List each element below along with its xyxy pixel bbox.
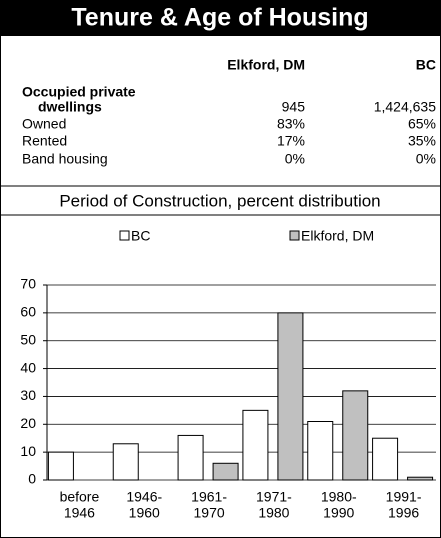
cell: 17% [277,133,305,149]
x-tick-label: 1990 [323,505,354,521]
chart-title: Period of Construction, percent distribu… [59,191,380,210]
column-header: Elkford, DM [227,57,305,73]
bar [277,312,304,481]
x-tick-label: 1971- [256,489,292,505]
cell: 0% [285,151,305,167]
bar [372,437,399,481]
y-tick-label: 20 [20,415,36,431]
x-tick-label: 1980 [258,505,289,521]
x-tick-label: 1946- [126,489,162,505]
bar [242,409,269,481]
cell: 945 [282,99,306,115]
bar [177,434,204,481]
x-tick-label: 1946 [64,505,95,521]
x-tick-label: 1996 [388,505,419,521]
cell: 65% [408,116,436,132]
legend-label: Elkford, DM [301,228,374,244]
row-label: Owned [22,116,66,132]
bar [112,443,139,481]
bar [342,390,369,481]
row-label: Band housing [22,151,108,167]
x-tick-label: 1961- [191,489,227,505]
row-label: dwellings [38,99,102,115]
legend-label: BC [131,228,150,244]
cell: 0% [416,151,436,167]
legend-swatch [289,230,300,241]
column-header: BC [416,57,436,73]
bar [212,462,239,481]
legend-swatch [119,230,130,241]
x-tick-label: before [60,489,100,505]
x-tick-label: 1980- [321,489,357,505]
y-tick-label: 0 [28,471,36,487]
bar [307,421,334,481]
y-tick-label: 40 [20,359,36,375]
y-tick-label: 30 [20,387,36,403]
y-tick-label: 60 [20,304,36,320]
x-tick-label: 1970 [194,505,225,521]
x-tick-label: 1960 [129,505,160,521]
cell: 35% [408,133,436,149]
row-label: Occupied private [22,84,136,100]
x-tick-label: 1991- [386,489,422,505]
row-label: Rented [22,133,67,149]
page-title: Tenure & Age of Housing [71,4,368,32]
bar [47,451,74,481]
y-tick-label: 50 [20,331,36,347]
y-tick-label: 10 [20,443,36,459]
bar [407,476,434,481]
cell: 83% [277,116,305,132]
cell: 1,424,635 [374,99,436,115]
title-bar [0,0,441,36]
y-tick-label: 70 [20,276,36,292]
